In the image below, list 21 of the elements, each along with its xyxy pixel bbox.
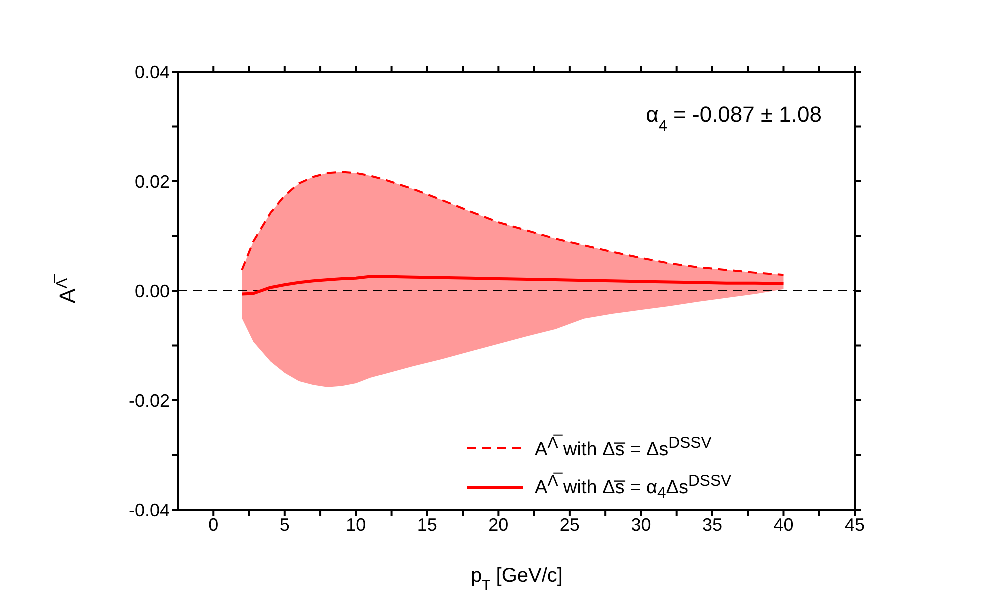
- x-tick-label: 0: [208, 514, 219, 535]
- legend-label: A$^{Λ̅}$ with Δs̅ = α$_{4}$Δs$^{DSSV}$: [535, 472, 732, 504]
- line-series: [241, 171, 785, 276]
- y-tick-label: 0.00: [134, 281, 170, 302]
- y-tick-label: -0.02: [128, 390, 170, 411]
- y-tick-label: 0.02: [134, 172, 170, 192]
- x-tick-label: 30: [631, 514, 652, 535]
- x-tick-label: 15: [417, 514, 438, 535]
- x-tick-label: 35: [702, 514, 722, 535]
- x-tick-label: 25: [560, 514, 580, 535]
- x-tick-label: 45: [844, 514, 866, 535]
- x-tick-label: 5: [280, 514, 290, 535]
- y-tick-label: -0.04: [128, 500, 170, 520]
- x-tick-label: 20: [488, 514, 509, 535]
- legend-label: A$^{Λ̅}$ with Δs̅ = Δs$^{DSSV}$: [535, 434, 712, 462]
- x-axis-title: p$_{T}$ [GeV/c]: [471, 565, 563, 593]
- x-tick-label: 10: [346, 514, 366, 535]
- line-series: [240, 275, 786, 296]
- y-tick-label: 0.04: [134, 62, 170, 82]
- annotation: α$_{4}$ = -0.087 ± 1.08: [646, 102, 822, 134]
- x-tick-label: 40: [774, 514, 794, 535]
